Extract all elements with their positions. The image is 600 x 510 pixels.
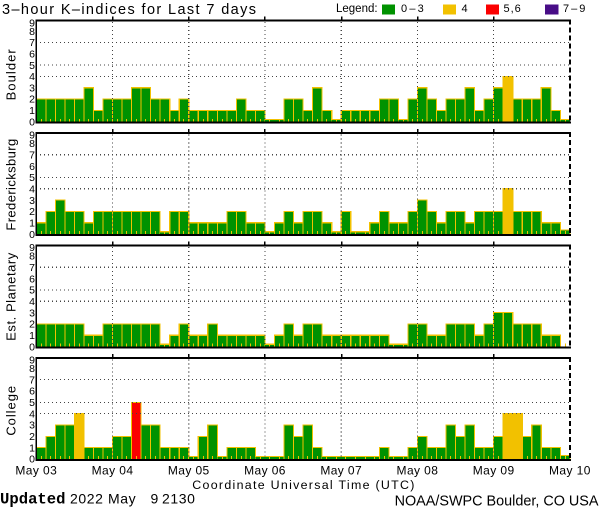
svg-text:4: 4: [29, 71, 35, 83]
svg-text:3–hour K–indices for Last 7 da: 3–hour K–indices for Last 7 days: [2, 2, 257, 18]
svg-text:6: 6: [29, 273, 35, 285]
svg-text:2: 2: [29, 431, 35, 443]
svg-text:May 05: May 05: [168, 463, 210, 477]
svg-text:0: 0: [29, 341, 35, 353]
svg-text:Boulder: Boulder: [4, 48, 19, 100]
svg-text:4: 4: [29, 296, 35, 308]
svg-text:May 09: May 09: [473, 463, 515, 477]
svg-text:7: 7: [29, 37, 35, 49]
svg-text:2: 2: [29, 319, 35, 331]
svg-text:3: 3: [29, 82, 35, 94]
svg-text:5: 5: [29, 397, 35, 409]
svg-text:0: 0: [29, 454, 35, 466]
svg-text:9: 9: [29, 355, 35, 367]
svg-text:College: College: [4, 385, 19, 436]
svg-text:NOAA/SWPC Boulder, CO USA: NOAA/SWPC Boulder, CO USA: [395, 494, 599, 510]
svg-text:0: 0: [29, 229, 35, 241]
svg-text:May 06: May 06: [244, 463, 286, 477]
svg-text:2: 2: [29, 206, 35, 218]
svg-text:0–3: 0–3: [401, 3, 426, 15]
svg-text:May 07: May 07: [320, 463, 362, 477]
svg-text:1: 1: [29, 330, 35, 342]
svg-text:8: 8: [29, 138, 35, 150]
svg-text:3: 3: [29, 195, 35, 207]
svg-text:May 08: May 08: [397, 463, 439, 477]
svg-text:8: 8: [29, 26, 35, 38]
svg-text:4: 4: [29, 183, 35, 195]
svg-text:7: 7: [29, 149, 35, 161]
svg-text:0: 0: [29, 116, 35, 128]
svg-text:1: 1: [29, 105, 35, 117]
svg-text:1: 1: [29, 442, 35, 454]
svg-text:Updated: Updated: [0, 491, 66, 509]
svg-text:2: 2: [29, 94, 35, 106]
svg-text:5: 5: [29, 285, 35, 297]
svg-text:May 03: May 03: [15, 463, 57, 477]
svg-text:3: 3: [29, 420, 35, 432]
svg-text:4: 4: [462, 3, 468, 15]
svg-text:May 04: May 04: [92, 463, 134, 477]
svg-text:4: 4: [29, 408, 35, 420]
svg-text:9: 9: [29, 130, 35, 142]
svg-text:7: 7: [29, 374, 35, 386]
svg-text:1: 1: [29, 217, 35, 229]
svg-text:3: 3: [29, 307, 35, 319]
svg-text:7–9: 7–9: [563, 3, 587, 15]
svg-text:9: 9: [29, 17, 35, 29]
svg-text:8: 8: [29, 363, 35, 375]
svg-text:May 10: May 10: [549, 463, 591, 477]
svg-text:Coordinate Universal Time (UTC: Coordinate Universal Time (UTC): [192, 478, 415, 492]
svg-text:9: 9: [29, 242, 35, 254]
svg-text:5: 5: [29, 60, 35, 72]
svg-text:Fredericksburg: Fredericksburg: [4, 138, 19, 230]
svg-text:Est. Planetary: Est. Planetary: [4, 252, 19, 341]
svg-text:6: 6: [29, 161, 35, 173]
svg-text:7: 7: [29, 262, 35, 274]
svg-text:8: 8: [29, 251, 35, 263]
svg-text:Legend:: Legend:: [336, 3, 378, 15]
svg-text:5,6: 5,6: [504, 3, 522, 15]
svg-text:5: 5: [29, 172, 35, 184]
svg-text:6: 6: [29, 48, 35, 60]
svg-text:6: 6: [29, 386, 35, 398]
